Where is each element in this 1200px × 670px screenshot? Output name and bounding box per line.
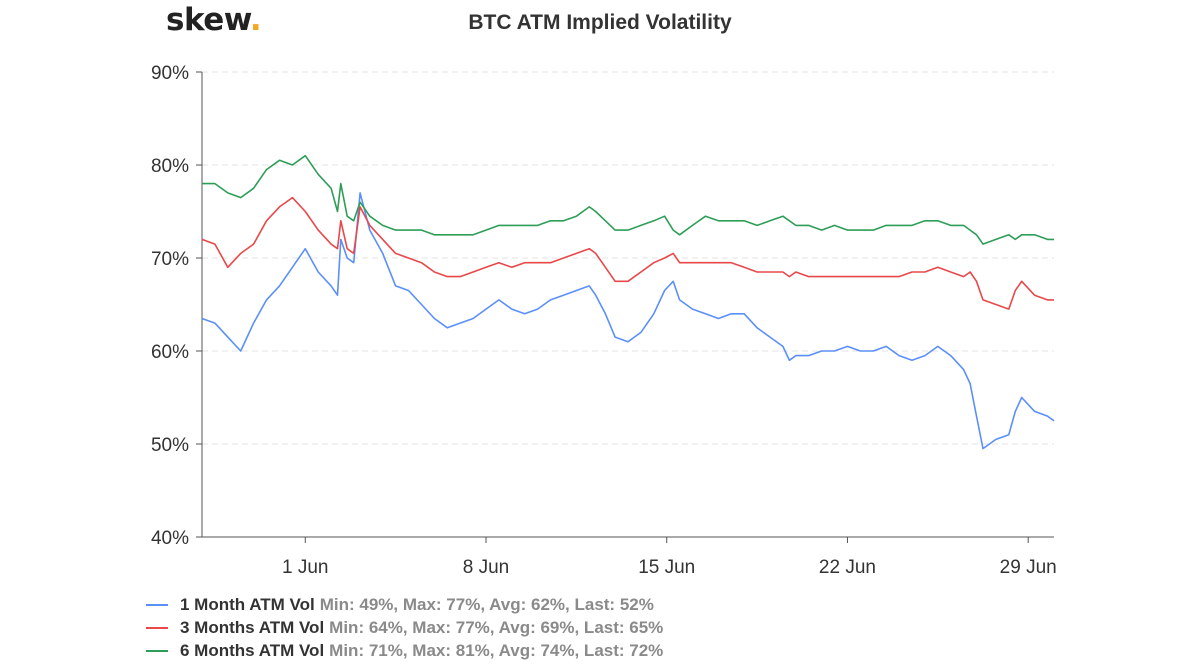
y-tick-label: 60% (151, 342, 189, 363)
logo-text: skew (166, 2, 250, 38)
skew-logo: skew. (166, 2, 262, 38)
series-line-3 (202, 154, 1054, 245)
gridlines (202, 71, 1054, 445)
y-tick-label: 70% (151, 249, 189, 270)
legend-series-stats: Min: 71%, Max: 81%, Avg: 74%, Last: 72% (329, 641, 664, 660)
y-tick-label: 80% (151, 156, 189, 177)
legend-series-name: 3 Months ATM Vol (180, 618, 325, 637)
y-tick-label: 90% (151, 63, 189, 84)
series-line-2 (201, 196, 1054, 310)
y-tick-label: 50% (151, 435, 189, 456)
chart-title: BTC ATM Implied Volatility (468, 11, 732, 34)
legend: 1 Month ATM Vol Min: 49%, Max: 77%, Avg: … (146, 593, 663, 662)
legend-swatch (146, 626, 168, 629)
x-axis-ticks: 1 Jun 8 Jun 15 Jun 22 Jun 29 Jun (282, 537, 1057, 578)
x-tick-label: 1 Jun (282, 557, 328, 578)
legend-series-stats: Min: 49%, Max: 77%, Avg: 62%, Last: 52% (319, 595, 654, 614)
x-tick-label: 29 Jun (1000, 557, 1057, 578)
legend-series-stats: Min: 64%, Max: 77%, Avg: 69%, Last: 65% (329, 618, 664, 637)
axes (201, 72, 1054, 538)
y-tick-label: 40% (151, 528, 189, 549)
legend-swatch (146, 649, 168, 652)
x-tick-label: 8 Jun (463, 557, 509, 578)
legend-item[interactable]: 3 Months ATM Vol Min: 64%, Max: 77%, Avg:… (146, 616, 663, 639)
series-lines (201, 154, 1055, 450)
x-tick-label: 15 Jun (638, 557, 695, 578)
x-tick-label: 22 Jun (819, 557, 876, 578)
legend-series-name: 6 Months ATM Vol (180, 641, 325, 660)
y-axis-ticks: 40% 50% 60% 70% 80% 90% (151, 63, 202, 549)
legend-swatch (146, 603, 168, 606)
logo-dot: . (249, 2, 262, 38)
legend-item[interactable]: 6 Months ATM Vol Min: 71%, Max: 81%, Avg:… (146, 639, 663, 662)
legend-item[interactable]: 1 Month ATM Vol Min: 49%, Max: 77%, Avg: … (146, 593, 663, 616)
legend-series-name: 1 Month ATM Vol (180, 595, 315, 614)
series-line-1 (201, 192, 1055, 450)
